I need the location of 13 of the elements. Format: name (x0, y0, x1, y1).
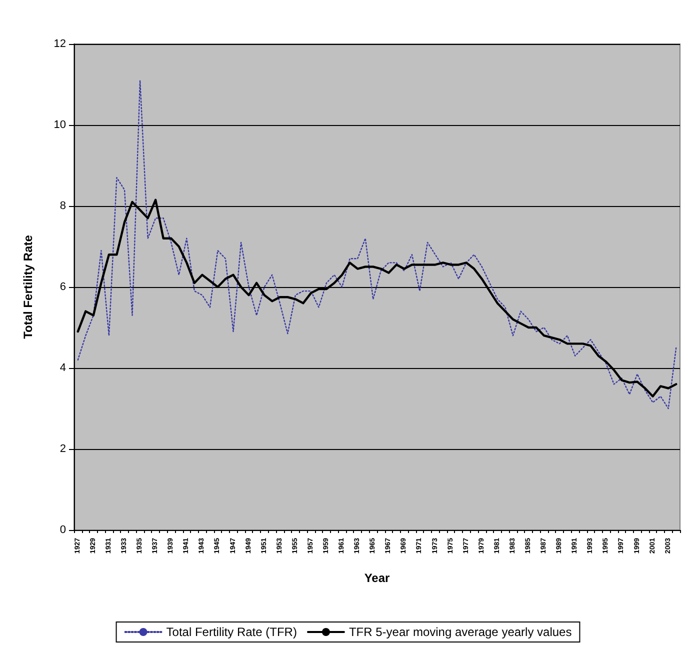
y-tick-label: 6 (60, 281, 66, 293)
line-series (77, 80, 677, 410)
x-axis-title: Year (364, 571, 390, 585)
y-tick-label: 2 (60, 443, 66, 455)
y-tick-label: 8 (60, 200, 66, 212)
y-tick-label: 4 (60, 362, 66, 374)
y-tick-label: 0 (60, 524, 66, 536)
line-series (76, 198, 678, 398)
legend-label: TFR 5-year moving average yearly values (348, 625, 572, 639)
y-tick-label: 10 (54, 119, 66, 131)
y-tick-label: 12 (54, 38, 66, 50)
legend-label: Total Fertility Rate (TFR) (166, 625, 297, 639)
y-axis-title: Total Fertility Rate (21, 234, 35, 339)
